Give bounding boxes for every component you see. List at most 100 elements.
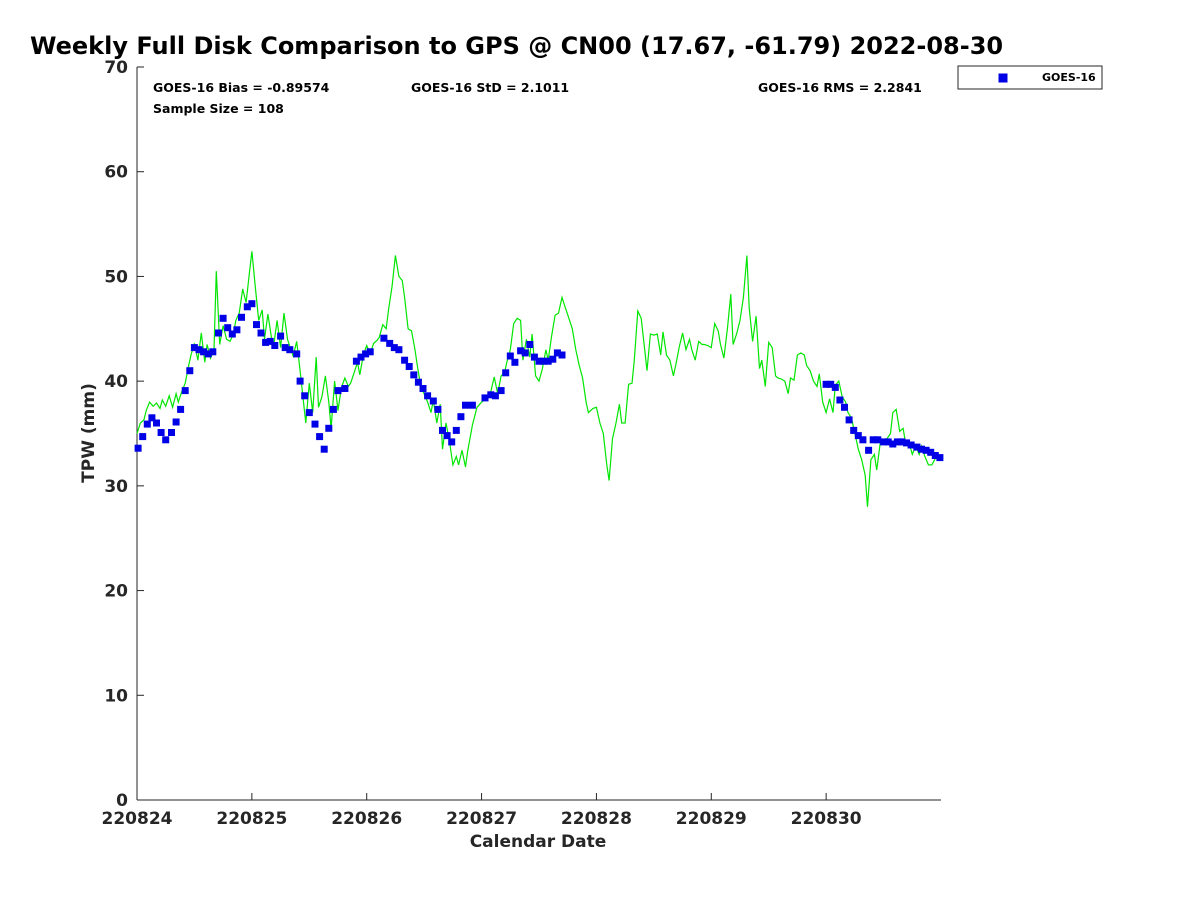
stat-bias: GOES-16 Bias = -0.89574	[153, 80, 330, 95]
data-point-goes16	[257, 329, 265, 337]
data-point-goes16	[281, 344, 289, 352]
y-tick-label: 50	[104, 267, 128, 287]
data-point-goes16	[301, 392, 309, 400]
data-point-goes16	[549, 355, 557, 363]
x-tick-label: 220829	[676, 809, 747, 829]
legend-marker-goes16	[998, 73, 1008, 83]
data-point-goes16	[841, 403, 848, 411]
data-point-goes16	[233, 326, 241, 334]
y-tick-label: 30	[104, 477, 128, 497]
data-point-goes16	[468, 401, 476, 409]
data-point-goes16	[457, 413, 465, 421]
stat-sample-size: Sample Size = 108	[153, 101, 284, 116]
y-axis-label: TPW (mm)	[79, 383, 99, 483]
y-tick-label: 0	[116, 791, 128, 811]
data-point-goes16	[517, 347, 525, 355]
x-tick-label: 220828	[561, 809, 632, 829]
data-point-goes16	[341, 385, 349, 392]
data-point-goes16	[215, 329, 222, 337]
data-point-goes16	[922, 446, 930, 454]
data-point-goes16	[386, 339, 394, 347]
data-point-goes16	[311, 420, 319, 428]
data-point-goes16	[497, 387, 505, 395]
data-point-goes16	[362, 350, 370, 358]
data-point-goes16	[452, 426, 460, 434]
data-point-goes16	[845, 416, 853, 424]
data-point-goes16	[880, 438, 888, 446]
data-point-goes16	[854, 432, 862, 440]
data-point-goes16	[366, 348, 374, 356]
data-point-goes16	[511, 358, 519, 366]
data-point-goes16	[190, 344, 198, 352]
data-point-goes16	[553, 349, 561, 357]
data-point-goes16	[200, 348, 208, 356]
series-line-gps	[136, 251, 942, 507]
y-tick-label: 60	[104, 163, 128, 183]
data-point-goes16	[305, 409, 313, 417]
data-point-goes16	[918, 445, 925, 453]
data-point-goes16	[526, 341, 534, 348]
data-point-goes16	[907, 441, 915, 449]
data-point-goes16	[448, 438, 456, 446]
data-point-goes16	[271, 342, 279, 349]
data-point-goes16	[325, 424, 333, 432]
data-point-goes16	[487, 391, 495, 399]
data-point-goes16	[157, 429, 165, 436]
data-point-goes16	[134, 444, 142, 452]
data-point-goes16	[502, 369, 510, 377]
data-point-goes16	[544, 357, 552, 365]
data-point-goes16	[380, 334, 388, 342]
data-point-goes16	[316, 433, 324, 441]
data-point-goes16	[410, 371, 418, 379]
chart-title: Weekly Full Disk Comparison to GPS @ CN0…	[30, 32, 1003, 60]
data-point-goes16	[558, 351, 566, 359]
data-point-goes16	[228, 330, 236, 338]
data-point-goes16	[277, 332, 285, 340]
data-point-goes16	[334, 387, 342, 395]
stat-std: GOES-16 StD = 2.1011	[411, 80, 569, 95]
data-point-goes16	[535, 357, 543, 365]
data-point-goes16	[395, 346, 403, 354]
data-point-goes16	[462, 401, 469, 409]
y-axis-ticks: 0 10 20 30 40 50 60 70	[104, 58, 144, 811]
x-tick-label: 220830	[791, 809, 862, 829]
data-point-goes16	[884, 438, 892, 446]
data-point-goes16	[530, 353, 538, 361]
data-point-goes16	[153, 419, 160, 427]
x-tick-label: 220825	[216, 809, 287, 829]
data-point-goes16	[253, 321, 260, 329]
data-point-goes16	[224, 324, 232, 332]
x-tick-label: 220826	[331, 809, 402, 829]
data-point-goes16	[320, 445, 328, 453]
data-point-goes16	[419, 385, 427, 392]
x-axis-label: Calendar Date	[470, 832, 607, 852]
legend-box	[957, 65, 1103, 90]
data-point-goes16	[859, 436, 867, 444]
y-tick-label: 10	[104, 686, 128, 706]
data-point-goes16	[405, 363, 413, 370]
y-tick-label: 70	[104, 58, 128, 78]
data-point-goes16	[491, 392, 499, 400]
data-point-goes16	[936, 454, 944, 462]
data-point-goes16	[204, 350, 212, 358]
data-point-goes16	[219, 314, 227, 322]
data-point-goes16	[865, 446, 873, 454]
data-point-goes16	[143, 420, 151, 428]
data-point-goes16	[850, 426, 858, 434]
data-point-goes16	[443, 432, 451, 440]
data-point-goes16	[889, 440, 897, 448]
data-point-goes16	[913, 443, 921, 451]
data-point-goes16	[429, 397, 437, 405]
data-point-goes16	[172, 418, 180, 426]
data-point-goes16	[439, 426, 446, 434]
data-point-goes16	[168, 429, 175, 436]
data-point-goes16	[148, 414, 156, 422]
data-point-goes16	[414, 378, 422, 386]
data-point-goes16	[248, 300, 256, 308]
data-point-goes16	[139, 433, 147, 441]
data-point-goes16	[874, 436, 882, 444]
y-tick-label: 20	[104, 582, 128, 602]
data-point-goes16	[195, 346, 203, 354]
legend-label-goes16: GOES-16	[1042, 71, 1096, 84]
